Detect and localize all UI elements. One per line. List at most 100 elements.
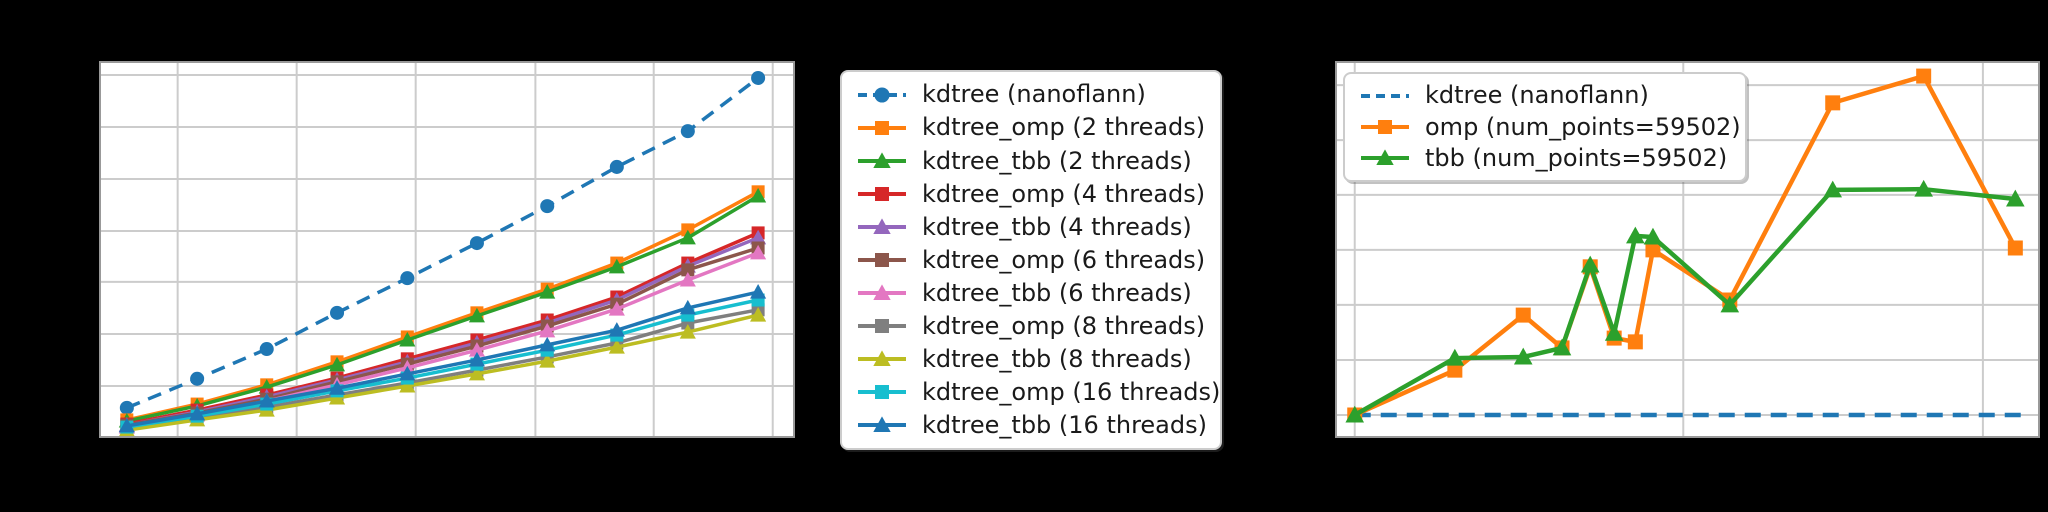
legend-item-label: kdtree_omp (4 threads) bbox=[922, 179, 1206, 208]
legend-item-label: kdtree (nanoflann) bbox=[1425, 81, 1649, 110]
square-legend-sample-icon bbox=[858, 120, 906, 135]
legend-item: kdtree_omp (6 threads) bbox=[856, 246, 1206, 273]
triangle-marker bbox=[328, 380, 346, 395]
series-line bbox=[1353, 186, 2016, 417]
triangle-marker bbox=[608, 258, 625, 274]
circle-marker bbox=[330, 305, 345, 320]
square-marker bbox=[875, 319, 889, 334]
circle-marker bbox=[540, 199, 555, 214]
triangle-marker bbox=[1626, 226, 1645, 244]
triangle-marker bbox=[2006, 189, 2025, 207]
legend-item: kdtree_tbb (16 threads) bbox=[856, 411, 1207, 440]
triangle-marker bbox=[750, 187, 767, 203]
legend-item: kdtree (nanoflann) bbox=[1359, 81, 1731, 110]
triangle-marker bbox=[679, 229, 696, 245]
square-marker bbox=[2007, 240, 2023, 256]
legend-item: kdtree_tbb (4 threads) bbox=[856, 212, 1206, 241]
dashed-legend-sample-icon bbox=[1361, 93, 1409, 98]
square-marker bbox=[1515, 307, 1531, 323]
triangle-marker bbox=[1914, 179, 1933, 197]
right-legend: kdtree (nanoflann) omp (num_points=59502)… bbox=[1343, 72, 1747, 182]
legend-item: kdtree_tbb (8 threads) bbox=[856, 346, 1206, 372]
series-line bbox=[126, 190, 759, 422]
triangle-marker bbox=[873, 152, 891, 168]
legend-item-label: kdtree_omp (8 threads) bbox=[922, 311, 1206, 340]
triangle-marker bbox=[750, 244, 767, 260]
triangle-marker bbox=[399, 377, 416, 393]
legend-item: kdtree (nanoflann) bbox=[856, 80, 1206, 109]
legend-item: kdtree_tbb (6 threads) bbox=[856, 279, 1206, 306]
triangle-marker bbox=[1552, 338, 1572, 356]
triangle-marker bbox=[1604, 323, 1624, 341]
square-legend-sample-icon bbox=[858, 186, 906, 201]
series-line bbox=[126, 290, 759, 428]
triangle-marker bbox=[1823, 180, 1843, 198]
triangle-legend-sample-icon bbox=[858, 218, 906, 234]
circle-marker bbox=[874, 86, 890, 103]
triangle-marker bbox=[468, 351, 485, 367]
triangle-marker bbox=[873, 350, 891, 367]
square-marker bbox=[875, 186, 889, 201]
square-legend-sample-icon bbox=[858, 252, 906, 267]
circle-marker bbox=[400, 271, 415, 286]
triangle-marker bbox=[539, 322, 556, 338]
square-marker bbox=[1916, 68, 1932, 84]
triangle-marker bbox=[873, 416, 891, 433]
triangle-legend-sample-icon bbox=[1361, 149, 1409, 166]
triangle-marker bbox=[679, 299, 696, 315]
series-line bbox=[126, 194, 760, 423]
legend-item: kdtree_tbb (2 threads) bbox=[856, 147, 1206, 174]
left-legend: kdtree (nanoflann) kdtree_omp (2 threads)… bbox=[840, 70, 1222, 450]
circle-marker bbox=[119, 400, 134, 415]
plot-spines bbox=[99, 61, 795, 438]
triangle-marker bbox=[1580, 255, 1600, 273]
series-line bbox=[126, 308, 759, 430]
legend-item-label: omp (num_points=59502) bbox=[1425, 112, 1741, 141]
triangle-marker bbox=[258, 392, 275, 408]
triangle-marker bbox=[679, 271, 696, 287]
square-marker bbox=[1825, 95, 1841, 111]
legend-item: kdtree_omp (4 threads) bbox=[856, 179, 1206, 208]
circle-legend-sample-icon bbox=[858, 86, 906, 103]
square-marker bbox=[1447, 362, 1463, 378]
triangle-marker bbox=[873, 284, 891, 300]
square-marker bbox=[1627, 334, 1643, 350]
legend-item-label: kdtree_omp (2 threads) bbox=[922, 113, 1206, 142]
square-legend-sample-icon bbox=[1361, 119, 1409, 134]
legend-item: kdtree_omp (2 threads) bbox=[856, 113, 1206, 142]
triangle-marker bbox=[608, 322, 625, 337]
legend-item: kdtree_omp (16 threads) bbox=[856, 379, 1220, 405]
series-line bbox=[126, 313, 759, 432]
circle-marker bbox=[469, 236, 484, 251]
triangle-marker bbox=[399, 331, 416, 347]
series-line bbox=[1353, 73, 2018, 418]
legend-item-label: kdtree (nanoflann) bbox=[922, 80, 1146, 109]
plot-spines bbox=[1335, 61, 2040, 438]
triangle-marker bbox=[539, 353, 556, 368]
triangle-marker bbox=[1513, 347, 1533, 365]
series-line bbox=[126, 76, 760, 410]
triangle-marker bbox=[539, 284, 556, 299]
triangle-marker bbox=[118, 417, 135, 433]
triangle-marker bbox=[679, 324, 696, 339]
circle-marker bbox=[259, 342, 274, 357]
triangle-marker bbox=[468, 365, 485, 381]
legend-item-label: kdtree_omp (16 threads) bbox=[922, 378, 1221, 407]
triangle-marker bbox=[328, 356, 346, 372]
legend-item-label: kdtree_tbb (16 threads) bbox=[922, 411, 1207, 440]
circle-marker bbox=[609, 159, 624, 174]
circle-marker bbox=[680, 124, 695, 139]
square-marker bbox=[1378, 119, 1392, 134]
legend-item-label: tbb (num_points=59502) bbox=[1425, 144, 1728, 173]
triangle-marker bbox=[1720, 295, 1740, 313]
triangle-marker bbox=[750, 284, 767, 299]
circle-marker bbox=[190, 371, 205, 386]
triangle-marker bbox=[1445, 348, 1465, 366]
triangle-legend-sample-icon bbox=[858, 152, 906, 168]
triangle-marker bbox=[1345, 405, 1365, 423]
triangle-legend-sample-icon bbox=[858, 350, 906, 367]
triangle-marker bbox=[608, 339, 625, 354]
circle-marker bbox=[751, 70, 766, 85]
legend-item-label: kdtree_tbb (4 threads) bbox=[922, 212, 1192, 241]
